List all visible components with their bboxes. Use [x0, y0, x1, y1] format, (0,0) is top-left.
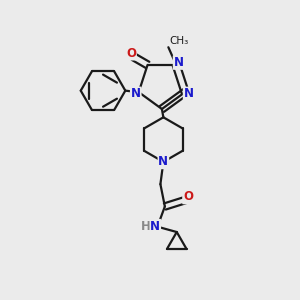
Text: N: N — [131, 87, 141, 101]
Text: N: N — [184, 87, 194, 101]
Text: CH₃: CH₃ — [170, 36, 189, 46]
Text: N: N — [158, 155, 168, 168]
Text: O: O — [183, 190, 193, 203]
Text: O: O — [126, 47, 136, 60]
Text: H: H — [141, 220, 151, 232]
Text: N: N — [174, 56, 184, 69]
Text: N: N — [150, 220, 160, 232]
